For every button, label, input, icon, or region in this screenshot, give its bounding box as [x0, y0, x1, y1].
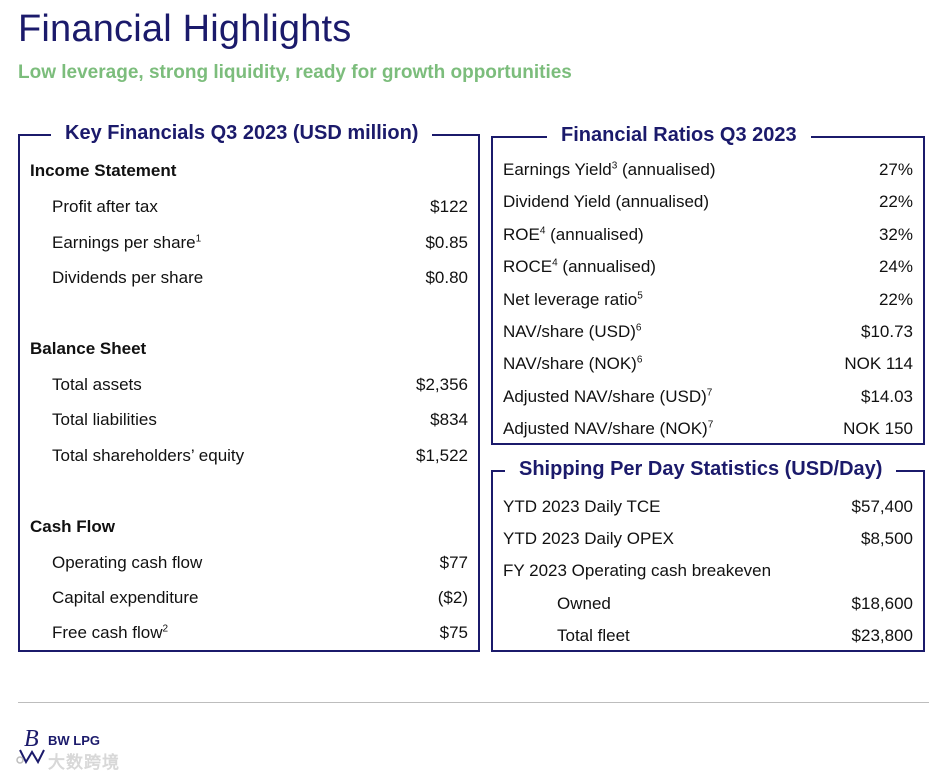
row-label: Total fleet: [557, 626, 630, 645]
table-row: Profit after tax $122: [20, 197, 478, 221]
row-label: Profit after tax: [52, 197, 158, 216]
footnote-marker: 7: [706, 387, 713, 399]
table-row: Adjusted NAV/share (NOK)7 NOK 150: [493, 419, 923, 443]
row-label: Dividends per share: [52, 268, 204, 287]
row-label: ROE: [503, 225, 540, 244]
financial-ratios-panel: Financial Ratios Q3 2023 Earnings Yield3…: [491, 124, 925, 445]
row-value: ($2): [437, 588, 468, 607]
table-row: YTD 2023 Daily TCE $57,400: [493, 497, 923, 521]
row-value: $834: [430, 410, 468, 429]
footnote-marker: 4: [539, 225, 546, 237]
footnote-marker: 6: [635, 322, 642, 334]
row-value: $122: [430, 197, 468, 216]
bw-lpg-logo-icon: B: [16, 726, 45, 765]
row-label: NAV/share (NOK): [503, 354, 637, 373]
row-label: Earnings per share: [52, 233, 196, 252]
row-label: YTD 2023 Daily TCE: [503, 497, 661, 516]
table-row: Total assets $2,356: [20, 375, 478, 399]
footnote-marker: 4: [552, 257, 558, 269]
row-value: $1,522: [416, 446, 468, 465]
row-value: 22%: [878, 192, 913, 211]
row-label: Total liabilities: [52, 410, 157, 429]
table-row: Total fleet $23,800: [493, 626, 923, 650]
row-value: 27%: [878, 160, 913, 179]
table-row: Dividend Yield (annualised) 22%: [493, 192, 923, 216]
row-value: 22%: [878, 290, 913, 309]
row-label: FY 2023 Operating cash breakeven: [503, 561, 772, 580]
table-row: NAV/share (NOK)6 NOK 114: [493, 354, 923, 378]
watermark-text: 大数跨境: [48, 753, 120, 772]
row-value: $0.85: [425, 233, 468, 252]
row-label: Owned: [557, 594, 611, 613]
row-value: NOK 150: [843, 419, 913, 438]
row-label: Net leverage ratio: [503, 290, 638, 309]
row-value: NOK 114: [844, 354, 913, 373]
table-row: Adjusted NAV/share (USD)7 $14.03: [493, 387, 923, 411]
row-label-suffix: (annualised): [557, 257, 656, 276]
key-financials-title: Key Financials Q3 2023 (USD million): [51, 122, 433, 145]
footnote-marker: 7: [707, 419, 714, 431]
row-value: $8,500: [861, 529, 913, 548]
footnote-marker: 3: [611, 160, 618, 172]
key-financials-panel: Key Financials Q3 2023 (USD million) Inc…: [18, 122, 480, 652]
row-value: $18,600: [851, 594, 913, 613]
table-row: ROE4 (annualised) 32%: [493, 225, 923, 249]
table-row: Total shareholders’ equity $1,522: [20, 446, 478, 470]
shipping-stats-panel: Shipping Per Day Statistics (USD/Day) YT…: [491, 458, 925, 652]
row-value: $2,356: [416, 375, 468, 394]
row-value: $77: [439, 553, 468, 572]
page-title: Financial Highlights: [18, 8, 352, 50]
table-row: ROCE4 (annualised) 24%: [493, 257, 923, 281]
row-value: 24%: [878, 257, 913, 276]
row-label: Total assets: [52, 375, 142, 394]
table-row: Operating cash flow $77: [20, 553, 478, 577]
svg-text:B: B: [24, 726, 39, 752]
cash-flow-heading: Cash Flow: [30, 517, 116, 536]
row-label: Operating cash flow: [52, 553, 203, 572]
table-row: FY 2023 Operating cash breakeven: [493, 561, 923, 585]
row-value: $23,800: [851, 626, 913, 645]
row-label: Free cash flow: [52, 623, 163, 642]
footnote-marker: 6: [636, 354, 643, 366]
row-label: Capital expenditure: [52, 588, 199, 607]
row-label-suffix: (annualised): [545, 225, 644, 244]
row-label: Dividend Yield (annualised): [503, 192, 710, 211]
row-value: $10.73: [861, 322, 913, 341]
income-statement-heading: Income Statement: [30, 161, 177, 180]
table-row: Free cash flow2 $75: [20, 623, 478, 647]
row-value: $57,400: [851, 497, 913, 516]
table-row: YTD 2023 Daily OPEX $8,500: [493, 529, 923, 553]
table-row: Earnings Yield3 (annualised) 27%: [493, 160, 923, 184]
shipping-stats-title: Shipping Per Day Statistics (USD/Day): [505, 458, 897, 481]
financial-ratios-title: Financial Ratios Q3 2023: [547, 124, 811, 147]
row-label-suffix: (annualised): [617, 160, 716, 179]
table-row: NAV/share (USD)6 $10.73: [493, 322, 923, 346]
table-row: Earnings per share1 $0.85: [20, 233, 478, 257]
table-row: Total liabilities $834: [20, 410, 478, 434]
logo-text: BW LPG: [48, 733, 100, 748]
row-label: Adjusted NAV/share (USD): [503, 387, 707, 406]
row-label: YTD 2023 Daily OPEX: [503, 529, 675, 548]
table-row: Dividends per share $0.80: [20, 268, 478, 292]
footnote-marker: 5: [637, 290, 643, 302]
table-row: Owned $18,600: [493, 594, 923, 618]
table-row: Capital expenditure ($2): [20, 588, 478, 612]
page-subtitle: Low leverage, strong liquidity, ready fo…: [18, 62, 572, 83]
table-row: Net leverage ratio5 22%: [493, 290, 923, 314]
footnote-marker: 1: [195, 233, 202, 245]
row-label: NAV/share (USD): [503, 322, 636, 341]
footnote-marker: 2: [162, 623, 169, 635]
row-label: Adjusted NAV/share (NOK): [503, 419, 708, 438]
row-label: Earnings Yield: [503, 160, 612, 179]
balance-sheet-heading: Balance Sheet: [30, 339, 147, 358]
row-label: ROCE: [503, 257, 553, 276]
row-label: Total shareholders’ equity: [52, 446, 245, 465]
row-value: $75: [439, 623, 468, 642]
row-value: 32%: [878, 225, 913, 244]
row-value: $14.03: [861, 387, 913, 406]
row-value: $0.80: [425, 268, 468, 287]
footer-divider: [18, 702, 929, 703]
